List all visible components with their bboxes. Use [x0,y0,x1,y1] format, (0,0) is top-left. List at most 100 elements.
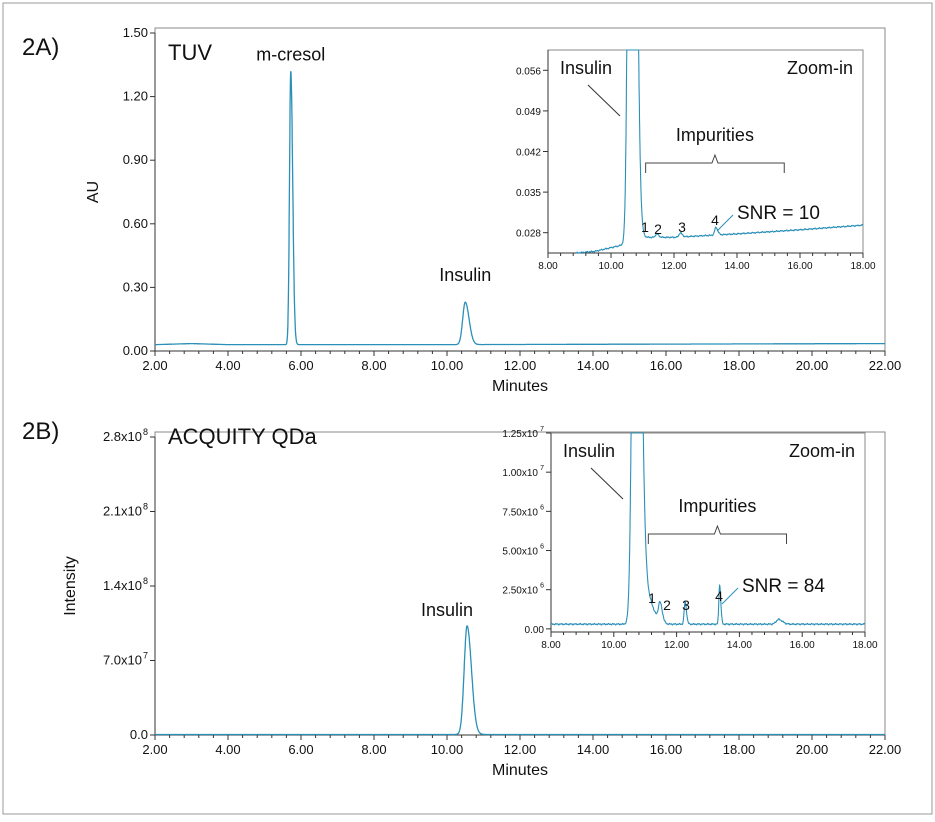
a-panel-label: 2A) [22,34,59,61]
b-impurity-number-1: 1 [648,590,656,606]
b-peak-label-insulin: Insulin [421,600,473,620]
b-inset-insulin-label: Insulin [563,441,615,461]
b-inset-x-tick-label: 18.00 [852,640,877,651]
b-main-x-tick-label: 4.00 [215,742,240,757]
a-main-trace [155,71,885,346]
a-main-y-tick-label: 0.90 [123,152,148,167]
b-main-x-tick-label: 14.00 [577,742,610,757]
a-main-x-tick-label: 10.00 [431,358,464,373]
a-x-axis-label: Minutes [492,378,548,395]
b-inset-y-tick-exponent: 7 [540,465,544,472]
a-impurities-label: Impurities [676,125,754,145]
a-inset-y-tick-label: 0.035 [516,188,541,199]
a-inset-y-tick-label: 0.049 [516,107,541,118]
a-main-x-tick-label: 22.00 [869,358,902,373]
b-main-y-tick-label: 1.4x10 [103,578,142,593]
b-main-x-tick-label: 2.00 [142,742,167,757]
b-inset-y-tick-exponent: 6 [540,544,544,551]
a-main-y-tick-label: 1.50 [123,25,148,40]
b-x-axis-label: Minutes [492,762,548,779]
a-main-x-tick-label: 12.00 [504,358,537,373]
b-main-x-tick-label: 10.00 [431,742,464,757]
a-y-axis-label: AU [85,181,102,203]
a-main-axes: 2.00 4.00 6.00 8.00 10.00 12.00 14.00 16.00 18.0… [142,33,901,373]
b-main-x-tick-label: 16.00 [650,742,683,757]
a-inset-y-tick-label: 0.028 [516,229,541,240]
a-main-x-tick-label: 8.00 [361,358,386,373]
a-snr-pointer [716,214,734,232]
a-main-x-tick-label: 4.00 [215,358,240,373]
b-inset-y-tick-label: 1.00x10 [502,468,538,479]
a-main-x-tick-label: 16.00 [650,358,683,373]
b-inset-y-tick-label: 1.25x10 [502,429,538,440]
b-snr-pointer [721,587,739,605]
a-impurity-number-1: 1 [641,219,649,235]
a-main-y-tick-label: 1.20 [123,89,148,104]
b-inset-y-tick-exponent: 7 [540,426,544,433]
a-inset-x-tick-label: 16.00 [787,261,812,272]
b-inset-x-tick-label: 14.00 [727,640,752,651]
b-panel-label: 2B) [22,418,59,445]
b-inset-y-tick-label: 2.50x10 [502,586,538,597]
a-title: TUV [168,40,212,65]
b-inset-y-ticks: 0.002.50x10 65.00x10 67.50x10 61.00x10 71.25… [502,426,551,636]
b-main-y-tick-exponent: 7 [143,651,148,661]
b-inset-y-tick-exponent: 6 [540,583,544,590]
a-inset-title: Zoom-in [787,58,853,78]
b-inset-frame [550,432,866,633]
b-main-y-tick-label: 2.8x10 [103,429,142,444]
a-main-y-ticks: 0.00 0.30 0.60 0.90 1.20 1.50 [123,25,155,358]
b-impurities-label: Impurities [678,496,756,516]
b-inset-title: Zoom-in [789,441,855,461]
b-inset-axes: 8.00 10.00 12.00 14.00 16.00 18.00 [541,433,878,651]
a-main-x-tick-label: 18.00 [723,358,756,373]
a-impurity-number-3: 3 [678,219,686,235]
b-main-y-tick-label: 0.0 [130,727,148,742]
b-inset-x-tick-label: 16.00 [790,640,815,651]
b-impurities-brace [647,524,787,544]
b-snr-label: SNR = 84 [742,576,825,597]
b-main-x-tick-label: 18.00 [723,742,756,757]
b-main-x-tick-label: 12.00 [504,742,537,757]
a-main-x-tick-label: 20.00 [796,358,829,373]
b-main-trace [155,625,885,736]
b-main-y-tick-exponent: 8 [143,502,148,512]
a-main-y-tick-label: 0.60 [123,216,148,231]
a-inset-y-tick-label: 0.042 [516,148,541,159]
b-inset-y-tick-exponent: 6 [540,504,544,511]
b-main-x-tick-label: 20.00 [796,742,829,757]
a-inset-x-tick-label: 8.00 [538,261,558,272]
a-peak-label-insulin: Insulin [439,265,491,285]
b-main-y-tick-label: 2.1x10 [103,504,142,519]
b-inset-y-tick-label: 7.50x10 [502,507,538,518]
b-inset-y-tick-label: 5.00x10 [502,547,538,558]
a-main-y-tick-label: 0.30 [123,279,148,294]
b-inset-y-tick-label: 0.00 [525,625,545,636]
a-snr-label: SNR = 10 [737,203,820,224]
b-y-axis-label: Intensity [62,556,79,616]
b-inset-insulin-pointer [590,467,624,500]
b-inset-x-tick-label: 10.00 [601,640,626,651]
b-title: ACQUITY QDa [168,424,318,449]
a-inset-insulin-label: Insulin [560,58,612,78]
b-main-x-tick-label: 22.00 [869,742,902,757]
b-impurity-number-2: 2 [663,597,671,613]
a-main-x-tick-label: 6.00 [288,358,313,373]
b-impurity-number-3: 3 [682,597,690,613]
b-inset-trace [550,432,866,626]
a-impurity-number-2: 2 [654,221,662,237]
b-inset-x-tick-label: 12.00 [664,640,689,651]
a-inset-insulin-pointer [587,84,621,117]
a-main-y-tick-label: 0.00 [123,343,148,358]
a-inset-x-tick-label: 12.00 [661,261,686,272]
b-main-y-tick-exponent: 8 [143,427,148,437]
a-inset-y-tick-label: 0.056 [516,66,541,77]
b-inset-x-tick-label: 8.00 [541,640,561,651]
a-inset-x-tick-label: 14.00 [724,261,749,272]
a-inset-y-ticks: 0.028 0.035 0.042 0.049 0.056 [516,66,548,240]
a-inset-trace [575,49,864,254]
a-inset-frame [547,49,864,254]
